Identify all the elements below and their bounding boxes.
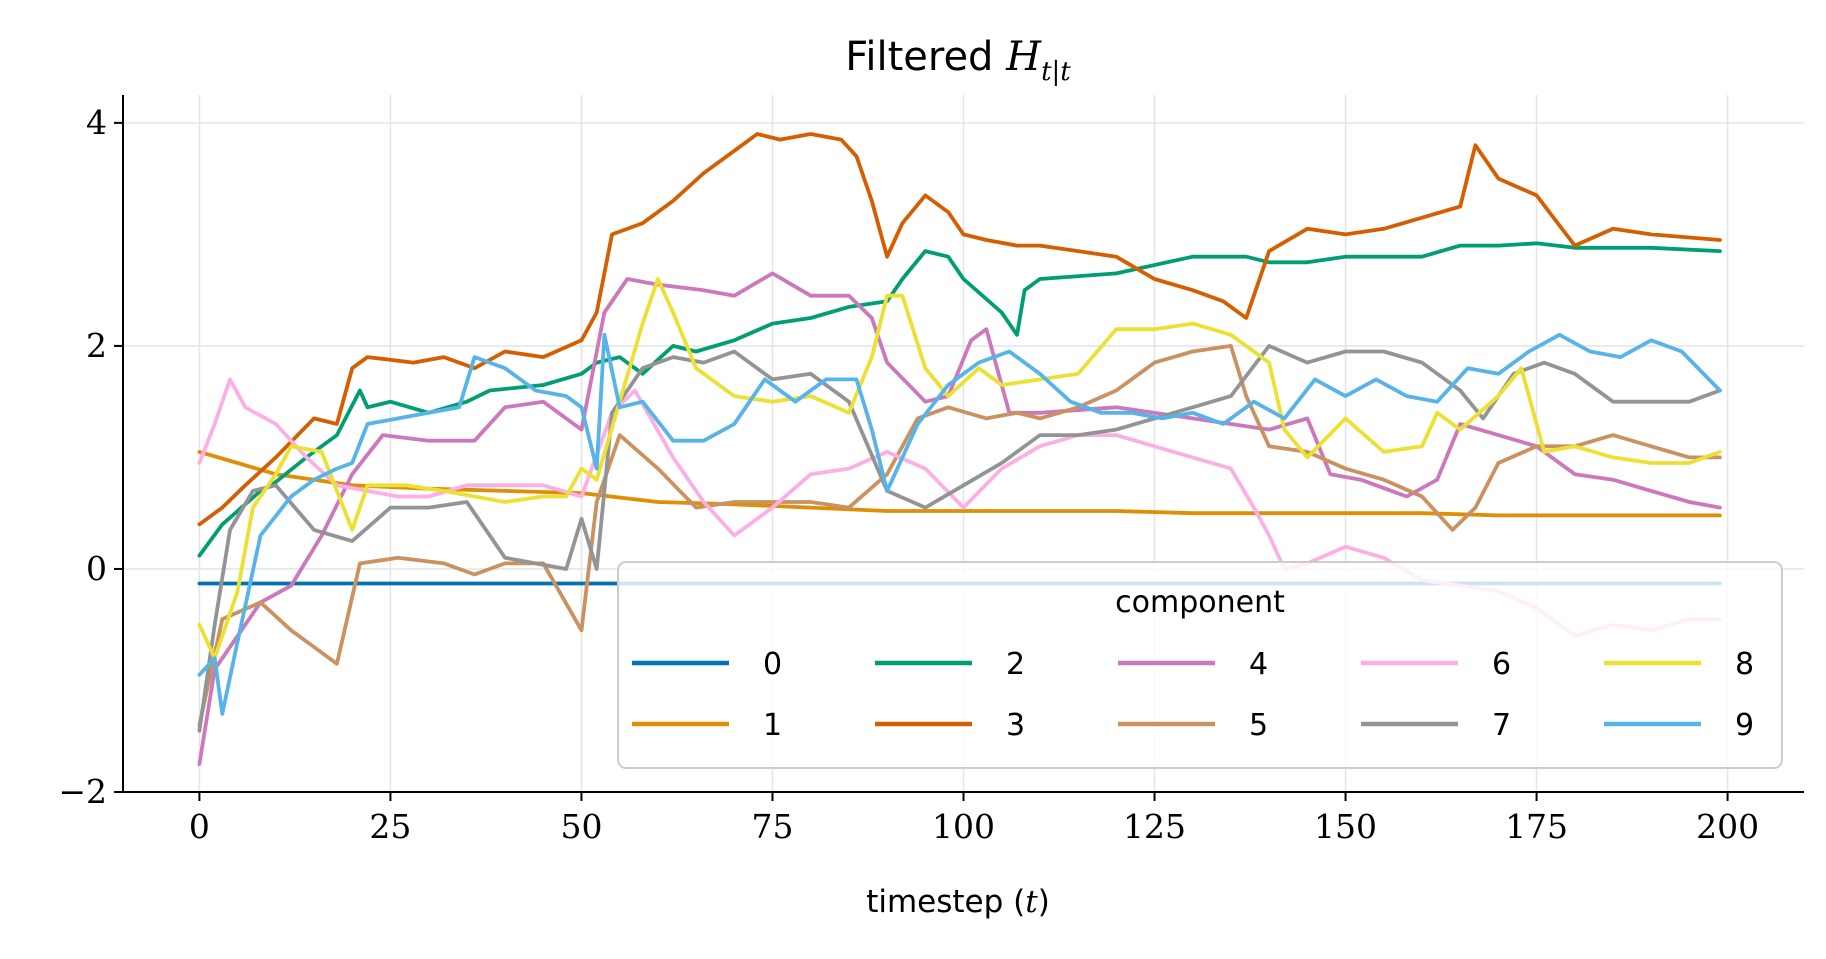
legend-item-0: 0 [632,647,782,682]
series-line-8 [197,277,1722,661]
legend-item-2: 2 [875,647,1025,682]
legend-item-3: 3 [875,708,1025,743]
x-ticks: 0 25 50 75 100 125 150 175 200 [189,792,1759,846]
x-tick-label: 75 [751,807,793,846]
x-axis-label-suffix: ) [1038,884,1050,920]
legend-label: 0 [763,647,782,682]
legend-item-1: 1 [632,708,782,743]
legend-title: component [1115,585,1285,620]
x-axis-label-prefix: timestep ( [866,884,1025,920]
x-tick-label: 0 [189,807,210,846]
legend-item-5: 5 [1118,708,1268,743]
legend-item-6: 6 [1361,647,1511,682]
series-line-7 [197,343,1722,733]
series-line-9 [197,332,1722,716]
y-tick-label: 4 [86,103,107,142]
legend-item-7: 7 [1361,708,1511,743]
legend-label: 6 [1492,647,1511,682]
x-tick-label: 50 [560,807,602,846]
legend-item-8: 8 [1604,647,1754,682]
x-tick-label: 200 [1696,807,1759,846]
legend-label: 5 [1249,708,1268,743]
legend-item-9: 9 [1604,708,1754,743]
legend-label: 9 [1735,708,1754,743]
chart-title: Filtered Ht|t [845,34,1071,87]
x-axis-label-math: t [1025,884,1038,920]
y-tick-label: 2 [86,326,107,365]
x-tick-label: 175 [1505,807,1568,846]
y-tick-label: −2 [58,772,107,811]
legend-item-4: 4 [1118,647,1268,682]
legend-label: 7 [1492,708,1511,743]
y-tick-label: 0 [86,549,107,588]
chart-title-subscript: t|t [1041,57,1071,87]
series-line-5 [197,343,1722,727]
x-axis-label: timestep (t) [866,884,1050,920]
series-line-3 [197,132,1722,527]
y-ticks: −2 0 2 4 [58,103,123,811]
x-tick-label: 100 [932,807,995,846]
x-tick-label: 150 [1314,807,1377,846]
legend-label: 3 [1006,708,1025,743]
legend-label: 2 [1006,647,1025,682]
legend: component 0 1 2 3 4 5 6 7 8 9 [617,561,1783,769]
series-line-2 [197,241,1722,558]
legend-label: 1 [763,708,782,743]
legend-items: 0 1 2 3 4 5 6 7 8 9 [632,647,1754,743]
series-line-4 [197,271,1722,766]
chart-title-math: H [1005,34,1042,80]
x-tick-label: 25 [369,807,411,846]
legend-label: 8 [1735,647,1754,682]
chart-title-text: Filtered [845,34,1006,80]
x-tick-label: 125 [1123,807,1186,846]
legend-label: 4 [1249,647,1268,682]
